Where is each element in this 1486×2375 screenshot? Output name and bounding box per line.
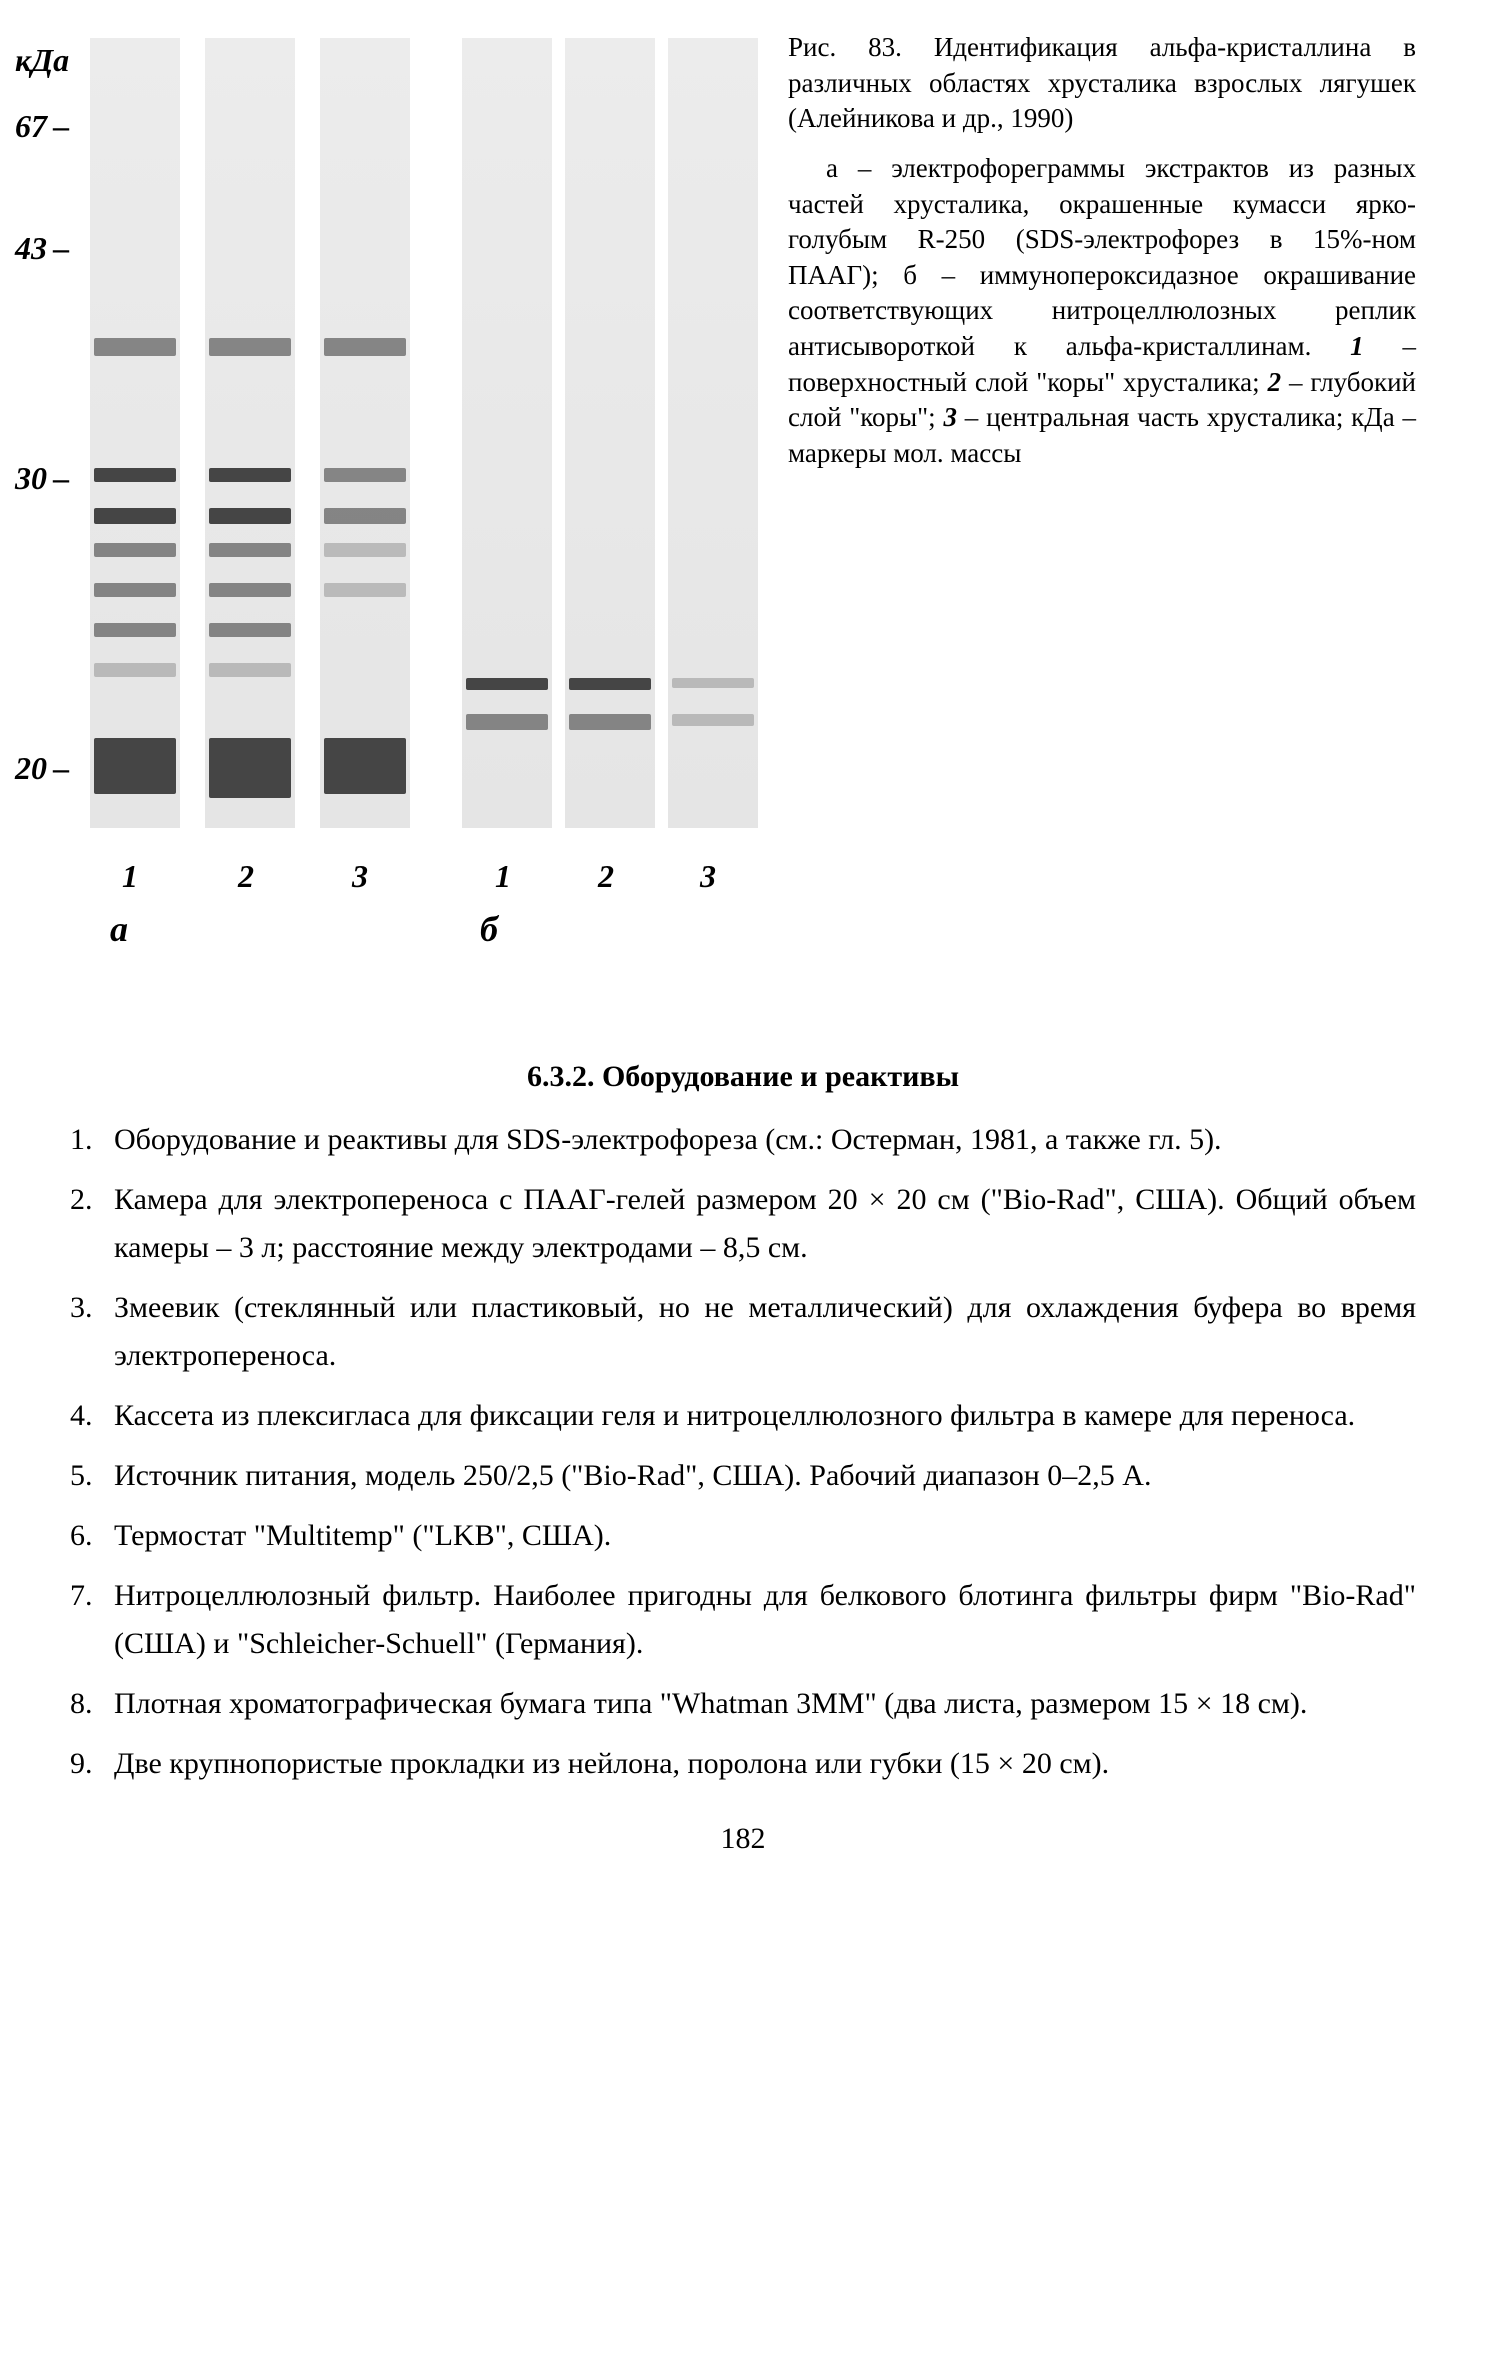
equipment-item-text: Две крупнопористые прокладки из нейлона,… [114, 1740, 1416, 1788]
gel-figure: кДа 67433020 1 2 3 1 2 3 а б [70, 30, 770, 950]
equipment-item-text: Камера для электропереноса с ПААГ-гелей … [114, 1176, 1416, 1272]
equipment-item-text: Змеевик (стеклянный или пластиковый, но … [114, 1284, 1416, 1380]
gel-band [209, 738, 291, 798]
equipment-item-number: 7. [70, 1572, 114, 1668]
gel-band [209, 583, 291, 597]
gel-tick: 67 [15, 108, 47, 145]
equipment-item-number: 1. [70, 1116, 114, 1164]
gel-lane-b2 [565, 38, 655, 828]
gel-band [94, 543, 176, 557]
gel-band [466, 678, 548, 690]
gel-band [324, 468, 406, 482]
gel-lane-a1 [90, 38, 180, 828]
caption-title: Рис. 83. Идентификация альфа-кристаллина… [788, 30, 1416, 137]
gel-y-label: кДа [15, 42, 69, 79]
equipment-list: 1.Оборудование и реактивы для SDS-электр… [70, 1116, 1416, 1788]
equipment-item: 1.Оборудование и реактивы для SDS-электр… [70, 1116, 1416, 1164]
equipment-item-text: Плотная хроматографическая бумага типа "… [114, 1680, 1416, 1728]
gel-band [94, 338, 176, 356]
gel-band [209, 338, 291, 356]
gel-band [94, 468, 176, 482]
equipment-item-number: 8. [70, 1680, 114, 1728]
gel-band [324, 738, 406, 794]
equipment-item-text: Оборудование и реактивы для SDS-электроф… [114, 1116, 1416, 1164]
equipment-item-number: 3. [70, 1284, 114, 1380]
gel-band [672, 678, 754, 688]
gel-band [94, 663, 176, 677]
equipment-item-number: 9. [70, 1740, 114, 1788]
gel-lane-a2 [205, 38, 295, 828]
equipment-item: 8.Плотная хроматографическая бумага типа… [70, 1680, 1416, 1728]
gel-band [569, 678, 651, 690]
gel-band [209, 468, 291, 482]
gel-band [324, 508, 406, 524]
equipment-item-number: 4. [70, 1392, 114, 1440]
lane-label-a1: 1 [122, 858, 138, 895]
gel-lane-a3 [320, 38, 410, 828]
gel-band [672, 714, 754, 726]
gel-band [466, 714, 548, 730]
equipment-item: 5.Источник питания, модель 250/2,5 ("Bio… [70, 1452, 1416, 1500]
equipment-item: 4.Кассета из плексигласа для фиксации ге… [70, 1392, 1416, 1440]
lane-label-b3: 3 [700, 858, 716, 895]
lane-label-b1: 1 [495, 858, 511, 895]
gel-band [94, 738, 176, 794]
equipment-item-number: 2. [70, 1176, 114, 1272]
gel-band [324, 583, 406, 597]
gel-band [324, 338, 406, 356]
gel-lane-b1 [462, 38, 552, 828]
panel-label-a: а [110, 908, 128, 950]
gel-band [209, 508, 291, 524]
gel-tick: 43 [15, 230, 47, 267]
gel-tick: 30 [15, 460, 47, 497]
equipment-item-number: 6. [70, 1512, 114, 1560]
equipment-item: 6.Термостат "Multitemp" ("LKB", США). [70, 1512, 1416, 1560]
lane-label-b2: 2 [598, 858, 614, 895]
gel-lane-b3 [668, 38, 758, 828]
gel-band [569, 714, 651, 730]
caption-body: а – электрофореграммы экстрактов из разн… [788, 151, 1416, 472]
figure-caption: Рис. 83. Идентификация альфа-кристаллина… [788, 30, 1416, 950]
lane-label-a3: 3 [352, 858, 368, 895]
gel-band [94, 508, 176, 524]
equipment-item-text: Нитроцеллюлозный фильтр. Наиболее пригод… [114, 1572, 1416, 1668]
gel-band [324, 543, 406, 557]
panel-label-b: б [480, 908, 498, 950]
equipment-item: 3.Змеевик (стеклянный или пластиковый, н… [70, 1284, 1416, 1380]
gel-band [94, 583, 176, 597]
gel-band [209, 543, 291, 557]
equipment-item-number: 5. [70, 1452, 114, 1500]
equipment-item: 9.Две крупнопористые прокладки из нейлон… [70, 1740, 1416, 1788]
equipment-item: 2.Камера для электропереноса с ПААГ-геле… [70, 1176, 1416, 1272]
gel-tick: 20 [15, 750, 47, 787]
gel-band [94, 623, 176, 637]
equipment-item-text: Источник питания, модель 250/2,5 ("Bio-R… [114, 1452, 1416, 1500]
lane-label-a2: 2 [238, 858, 254, 895]
equipment-item-text: Кассета из плексигласа для фиксации геля… [114, 1392, 1416, 1440]
section-heading: 6.3.2. Оборудование и реактивы [70, 1060, 1416, 1094]
figure-and-caption: кДа 67433020 1 2 3 1 2 3 а б Рис. 83. Ид… [70, 30, 1416, 950]
equipment-item: 7.Нитроцеллюлозный фильтр. Наиболее приг… [70, 1572, 1416, 1668]
page-number: 182 [70, 1822, 1416, 1856]
gel-band [209, 663, 291, 677]
gel-band [209, 623, 291, 637]
caption-number: Рис. 83. [788, 32, 902, 62]
equipment-item-text: Термостат "Multitemp" ("LKB", США). [114, 1512, 1416, 1560]
